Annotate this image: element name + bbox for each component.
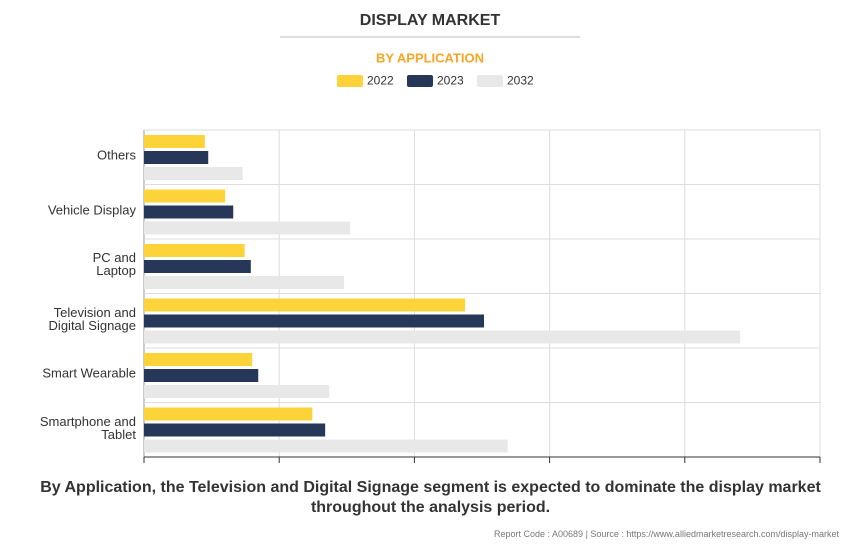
bar bbox=[144, 189, 226, 203]
y-tick-label: Smart Wearable bbox=[42, 365, 136, 381]
y-tick-label: Vehicle Display bbox=[47, 202, 136, 218]
bar bbox=[144, 260, 251, 273]
bar bbox=[144, 151, 209, 164]
y-tick-label: Television and Digital Signage bbox=[48, 304, 136, 333]
bar bbox=[144, 353, 253, 366]
bar bbox=[144, 221, 351, 235]
legend-swatch bbox=[407, 75, 433, 87]
bar bbox=[144, 244, 245, 257]
bar bbox=[144, 385, 330, 398]
summary: By Application, the Television and Digit… bbox=[40, 479, 821, 516]
legend-swatch bbox=[477, 75, 503, 87]
y-tick-label: Smartphone and Tablet bbox=[39, 413, 136, 442]
y-tick-label: PC and Laptop bbox=[92, 250, 136, 279]
legend-label: 2023 bbox=[437, 74, 464, 88]
legend-swatch bbox=[337, 75, 363, 87]
bar bbox=[144, 407, 313, 421]
legend-label: 2032 bbox=[507, 74, 534, 88]
bar bbox=[144, 298, 466, 312]
bar bbox=[144, 330, 741, 344]
footer: Report Code : A00689 | Source : https://… bbox=[494, 529, 839, 539]
bar bbox=[144, 423, 326, 437]
chart-title: DISPLAY MARKET bbox=[360, 12, 501, 29]
bar bbox=[144, 369, 259, 382]
bar bbox=[144, 314, 485, 328]
legend-label: 2022 bbox=[367, 74, 394, 88]
bar bbox=[144, 135, 205, 148]
y-tick-label: Others bbox=[96, 147, 136, 163]
chart-subtitle: BY APPLICATION bbox=[376, 50, 484, 65]
bar bbox=[144, 276, 345, 289]
bar bbox=[144, 205, 234, 219]
bar bbox=[144, 439, 508, 453]
bar bbox=[144, 167, 243, 180]
